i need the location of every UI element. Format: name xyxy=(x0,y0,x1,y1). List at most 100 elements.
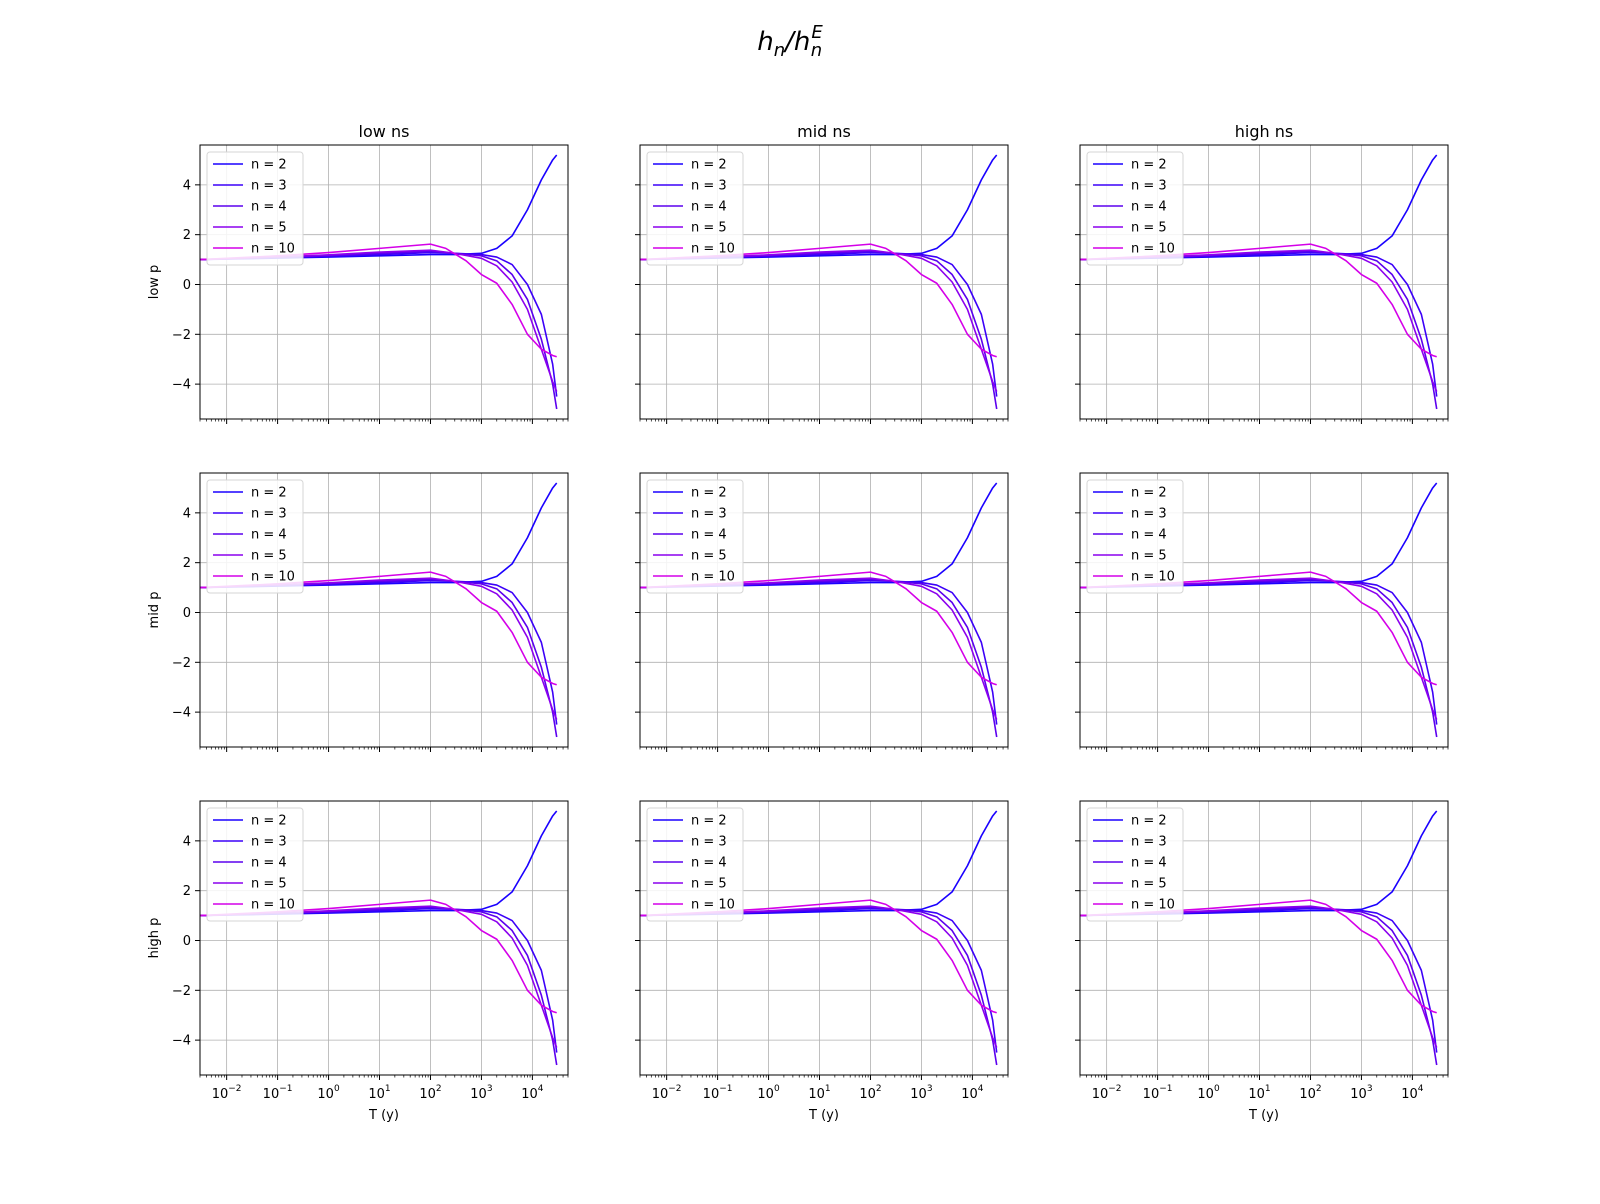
column-title: mid ns xyxy=(797,122,851,141)
x-tick-label: 10−2 xyxy=(212,1084,242,1102)
legend-entry: n = 3 xyxy=(1131,507,1167,522)
legend-entry: n = 2 xyxy=(691,486,727,501)
x-tick-label: 102 xyxy=(419,1084,441,1102)
x-tick-label: 100 xyxy=(1197,1084,1220,1102)
x-tick-label: 101 xyxy=(368,1084,390,1102)
series-line-3 xyxy=(200,906,558,1066)
legend-entry: n = 3 xyxy=(251,179,287,194)
legend-box xyxy=(646,479,744,594)
legend-entry: n = 5 xyxy=(1131,549,1167,564)
column-title: low ns xyxy=(359,122,410,141)
x-tick-label: 102 xyxy=(859,1084,881,1102)
legend-entry: n = 10 xyxy=(691,570,735,585)
axes-frame xyxy=(199,144,569,420)
series-line-3 xyxy=(1080,906,1438,1066)
legend-entry: n = 10 xyxy=(251,570,295,585)
series-line-3 xyxy=(640,250,998,410)
series-line-2 xyxy=(640,907,998,1053)
legend: n = 2 n = 3 n = 4 n = 5 n = 10 xyxy=(1086,151,1184,266)
legend-entry: n = 5 xyxy=(1131,221,1167,236)
series-line-4 xyxy=(640,249,998,392)
panel-grid: 4 2 0 −2 −4 n = 2 n = 3 n = 4 n = 5 n = 10 low ns l… xyxy=(147,122,1449,1123)
legend-entry: n = 3 xyxy=(1131,835,1167,850)
legend-entry: n = 4 xyxy=(691,200,727,215)
legend-box xyxy=(1086,479,1184,594)
series-line-2 xyxy=(200,907,558,1053)
series-line-2 xyxy=(200,251,558,397)
legend-entry: n = 5 xyxy=(251,877,287,892)
panel-0-0: 4 2 0 −2 −4 n = 2 n = 3 n = 4 n = 5 n = 10 low ns l… xyxy=(147,122,569,424)
y-tick-label: −2 xyxy=(172,984,191,999)
axes-frame xyxy=(1079,800,1449,1076)
y-tick-label: 0 xyxy=(183,606,191,621)
y-tick-label: 2 xyxy=(183,228,191,243)
x-axis-label: T (y) xyxy=(808,1108,839,1123)
series-line-4 xyxy=(1080,249,1438,392)
legend-entry: n = 4 xyxy=(251,200,287,215)
legend-entry: n = 3 xyxy=(251,507,287,522)
legend-entry: n = 3 xyxy=(251,835,287,850)
title-sup: E xyxy=(811,22,823,43)
x-axis-label: T (y) xyxy=(1248,1108,1279,1123)
axes-frame xyxy=(199,800,569,1076)
y-tick-label: 4 xyxy=(183,178,191,193)
legend-entry: n = 4 xyxy=(251,528,287,543)
x-tick-label: 103 xyxy=(1350,1084,1372,1102)
series-line-2 xyxy=(640,579,998,725)
axes-frame xyxy=(199,472,569,748)
panel-0-2: n = 2 n = 3 n = 4 n = 5 n = 10 high ns xyxy=(1075,122,1449,424)
row-label: high p xyxy=(147,918,162,959)
series-line-4 xyxy=(640,905,998,1048)
legend-entry: n = 4 xyxy=(691,528,727,543)
y-tick-label: 4 xyxy=(183,506,191,521)
x-axis-label: T (y) xyxy=(368,1108,399,1123)
series-line-2 xyxy=(200,579,558,725)
legend-entry: n = 4 xyxy=(691,856,727,871)
panel-0-1: n = 2 n = 3 n = 4 n = 5 n = 10 mid ns xyxy=(635,122,1009,424)
legend-entry: n = 2 xyxy=(691,158,727,173)
series-line-4 xyxy=(1080,577,1438,720)
x-tick-label: 100 xyxy=(317,1084,340,1102)
legend-entry: n = 10 xyxy=(1131,898,1175,913)
legend-entry: n = 2 xyxy=(251,158,287,173)
y-tick-label: 2 xyxy=(183,884,191,899)
legend: n = 2 n = 3 n = 4 n = 5 n = 10 xyxy=(206,807,304,922)
series-line-3 xyxy=(200,250,558,410)
series-line-3 xyxy=(640,578,998,738)
panel-1-0: 4 2 0 −2 −4 n = 2 n = 3 n = 4 n = 5 n = 10 mid p xyxy=(147,472,569,752)
series-line-3 xyxy=(1080,250,1438,410)
legend-entry: n = 3 xyxy=(691,179,727,194)
axes-frame xyxy=(639,800,1009,1076)
legend-entry: n = 5 xyxy=(251,549,287,564)
y-tick-label: −4 xyxy=(172,378,191,393)
x-tick-label: 103 xyxy=(910,1084,932,1102)
legend-entry: n = 10 xyxy=(251,898,295,913)
legend-entry: n = 4 xyxy=(1131,856,1167,871)
y-tick-label: −4 xyxy=(172,706,191,721)
series-line-2 xyxy=(1080,579,1438,725)
title-sub-2: n xyxy=(811,40,822,61)
legend-box xyxy=(1086,151,1184,266)
figure-title: hn/hE n xyxy=(757,22,823,61)
x-tick-label: 102 xyxy=(1299,1084,1321,1102)
legend-box xyxy=(206,151,304,266)
y-tick-label: 0 xyxy=(183,934,191,949)
x-tick-label: 100 xyxy=(757,1084,780,1102)
x-tick-label: 104 xyxy=(961,1084,984,1102)
legend-entry: n = 4 xyxy=(251,856,287,871)
x-tick-label: 10−2 xyxy=(1092,1084,1122,1102)
series-line-3 xyxy=(200,578,558,738)
x-tick-label: 103 xyxy=(470,1084,492,1102)
legend-entry: n = 3 xyxy=(1131,179,1167,194)
series-line-2 xyxy=(1080,251,1438,397)
series-line-2 xyxy=(1080,907,1438,1053)
series-line-4 xyxy=(200,577,558,720)
legend: n = 2 n = 3 n = 4 n = 5 n = 10 xyxy=(646,151,744,266)
title-base: h xyxy=(757,27,773,57)
x-tick-label: 10−1 xyxy=(263,1084,293,1102)
x-tick-label: 10−1 xyxy=(703,1084,733,1102)
x-tick-label: 10−1 xyxy=(1143,1084,1173,1102)
legend-entry: n = 2 xyxy=(1131,486,1167,501)
